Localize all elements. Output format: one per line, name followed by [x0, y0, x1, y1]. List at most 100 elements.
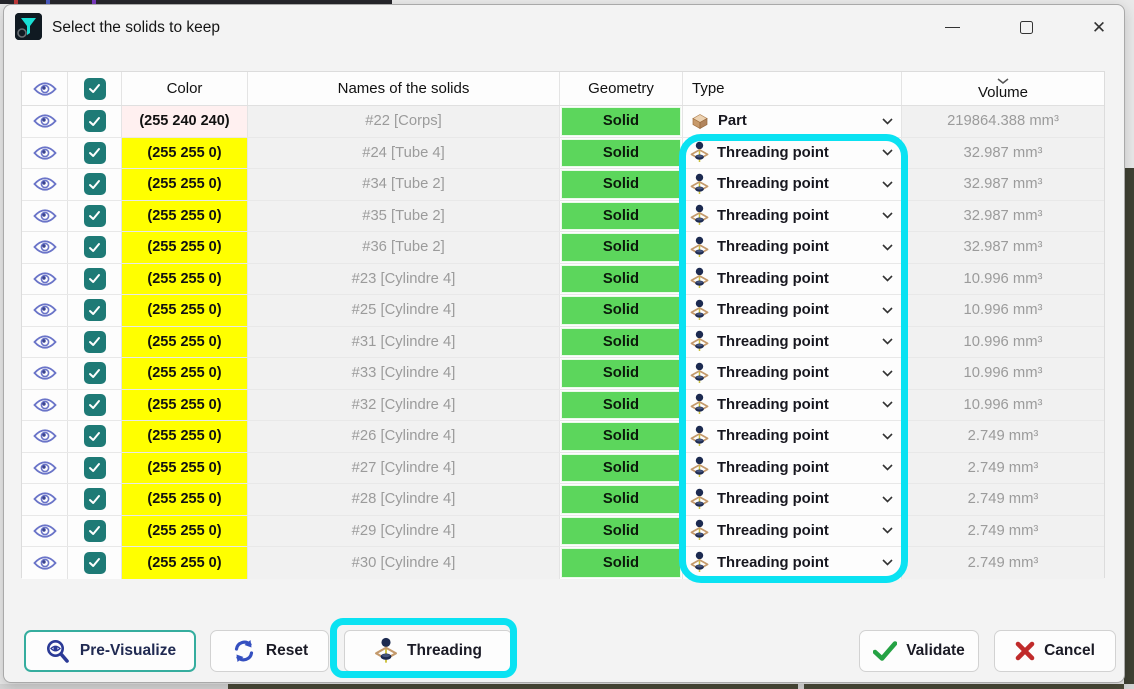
visibility-cell[interactable]: [22, 358, 68, 389]
keep-checkbox[interactable]: [68, 232, 122, 263]
color-cell[interactable]: (255 255 0): [122, 484, 248, 515]
visibility-cell[interactable]: [22, 452, 68, 483]
keep-checkbox[interactable]: [68, 326, 122, 357]
visibility-cell[interactable]: [22, 326, 68, 357]
table-row: (255 255 0) #27 [Cylindre 4] Solid: [22, 452, 1104, 484]
visibility-cell[interactable]: [22, 200, 68, 231]
visibility-cell[interactable]: [22, 484, 68, 515]
color-cell[interactable]: (255 255 0): [122, 232, 248, 263]
checkbox-checked-icon: [83, 173, 106, 196]
visibility-cell[interactable]: [22, 515, 68, 546]
color-cell[interactable]: (255 240 240): [122, 106, 248, 137]
checkbox-checked-icon: [83, 425, 106, 448]
color-cell[interactable]: (255 255 0): [122, 547, 248, 579]
header-type: Type: [683, 72, 902, 105]
keep-checkbox[interactable]: [68, 452, 122, 483]
type-dropdown[interactable]: Threading point: [683, 515, 902, 546]
color-cell[interactable]: (255 255 0): [122, 200, 248, 231]
keep-checkbox[interactable]: [68, 547, 122, 579]
eye-icon: [32, 397, 57, 413]
keep-checkbox[interactable]: [68, 389, 122, 420]
titlebar: Select the solids to keep ✕: [4, 5, 1124, 53]
previsualize-button[interactable]: Pre-Visualize: [24, 630, 196, 672]
header-visibility[interactable]: [22, 72, 68, 105]
visibility-cell[interactable]: [22, 263, 68, 294]
color-cell[interactable]: (255 255 0): [122, 389, 248, 420]
type-dropdown[interactable]: Threading point: [683, 295, 902, 326]
visibility-cell[interactable]: [22, 389, 68, 420]
chevron-down-icon: [882, 433, 893, 440]
keep-checkbox[interactable]: [68, 484, 122, 515]
checkbox-checked-icon: [83, 236, 106, 259]
eye-icon: [32, 81, 57, 97]
visibility-cell[interactable]: [22, 421, 68, 452]
type-label: Threading point: [717, 207, 829, 224]
checkbox-checked-icon: [83, 393, 106, 416]
geometry-cell: Solid: [560, 106, 683, 137]
threading-button[interactable]: Threading: [344, 630, 512, 672]
refresh-icon: [231, 638, 257, 664]
keep-checkbox[interactable]: [68, 263, 122, 294]
type-dropdown[interactable]: Threading point: [683, 452, 902, 483]
type-dropdown[interactable]: Threading point: [683, 137, 902, 168]
keep-checkbox[interactable]: [68, 137, 122, 168]
solid-name: #36 [Tube 2]: [248, 232, 560, 263]
type-dropdown[interactable]: Threading point: [683, 200, 902, 231]
close-button[interactable]: ✕: [1091, 17, 1107, 37]
visibility-cell[interactable]: [22, 169, 68, 200]
geometry-cell: Solid: [560, 137, 683, 168]
geometry-cell: Solid: [560, 232, 683, 263]
chevron-down-icon: [882, 212, 893, 219]
volume-value: 10.996 mm³: [902, 358, 1104, 389]
color-cell[interactable]: (255 255 0): [122, 515, 248, 546]
visibility-cell[interactable]: [22, 232, 68, 263]
type-dropdown[interactable]: Threading point: [683, 358, 902, 389]
keep-checkbox[interactable]: [68, 200, 122, 231]
reset-button[interactable]: Reset: [210, 630, 329, 672]
checkbox-checked-icon: [83, 267, 106, 290]
threading-point-icon: [690, 299, 709, 322]
color-cell[interactable]: (255 255 0): [122, 263, 248, 294]
maximize-button[interactable]: [1003, 9, 1049, 45]
color-cell[interactable]: (255 255 0): [122, 169, 248, 200]
type-dropdown[interactable]: Threading point: [683, 421, 902, 452]
keep-checkbox[interactable]: [68, 515, 122, 546]
type-dropdown[interactable]: Part: [683, 106, 902, 137]
color-cell[interactable]: (255 255 0): [122, 358, 248, 389]
visibility-cell[interactable]: [22, 295, 68, 326]
color-cell[interactable]: (255 255 0): [122, 326, 248, 357]
keep-checkbox[interactable]: [68, 295, 122, 326]
cancel-button[interactable]: Cancel: [994, 630, 1116, 672]
color-cell[interactable]: (255 255 0): [122, 137, 248, 168]
type-dropdown[interactable]: Threading point: [683, 389, 902, 420]
keep-checkbox[interactable]: [68, 421, 122, 452]
color-cell[interactable]: (255 255 0): [122, 295, 248, 326]
type-dropdown[interactable]: Threading point: [683, 326, 902, 357]
visibility-cell[interactable]: [22, 106, 68, 137]
chevron-down-icon: [882, 527, 893, 534]
keep-checkbox[interactable]: [68, 106, 122, 137]
solid-name: #35 [Tube 2]: [248, 200, 560, 231]
type-dropdown[interactable]: Threading point: [683, 263, 902, 294]
solid-name: #24 [Tube 4]: [248, 137, 560, 168]
type-dropdown[interactable]: Threading point: [683, 547, 902, 579]
geometry-cell: Solid: [560, 452, 683, 483]
type-dropdown[interactable]: Threading point: [683, 232, 902, 263]
minimize-button[interactable]: [929, 9, 975, 45]
color-cell[interactable]: (255 255 0): [122, 452, 248, 483]
geometry-badge: Solid: [561, 201, 681, 230]
keep-checkbox[interactable]: [68, 358, 122, 389]
background-app-bottom-edge: [0, 684, 1134, 689]
validate-button[interactable]: Validate: [859, 630, 979, 672]
keep-checkbox[interactable]: [68, 169, 122, 200]
type-dropdown[interactable]: Threading point: [683, 169, 902, 200]
table-row: (255 255 0) #30 [Cylindre 4] Solid: [22, 547, 1104, 579]
visibility-cell[interactable]: [22, 547, 68, 579]
chevron-down-icon: [882, 496, 893, 503]
header-select-all[interactable]: [68, 72, 122, 105]
chevron-down-icon: [882, 118, 893, 125]
color-cell[interactable]: (255 255 0): [122, 421, 248, 452]
visibility-cell[interactable]: [22, 137, 68, 168]
header-volume[interactable]: Volume: [902, 72, 1104, 105]
type-dropdown[interactable]: Threading point: [683, 484, 902, 515]
